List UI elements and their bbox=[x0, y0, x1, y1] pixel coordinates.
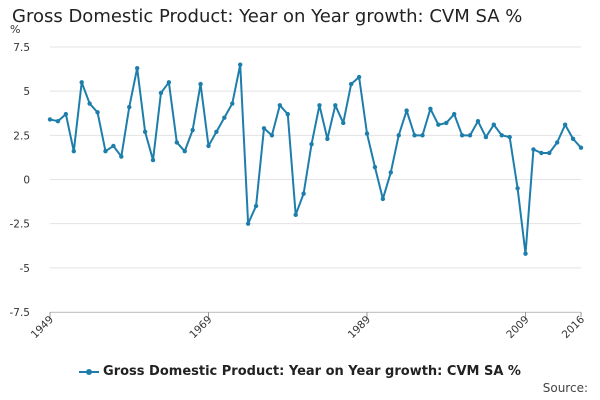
legend-line-marker-icon bbox=[79, 367, 100, 377]
x-tick-label: 1989 bbox=[346, 314, 373, 341]
series-line bbox=[49, 63, 582, 255]
data-point bbox=[309, 141, 314, 147]
data-point bbox=[253, 203, 259, 209]
data-point bbox=[539, 150, 544, 156]
data-point bbox=[444, 120, 449, 126]
data-point bbox=[87, 101, 92, 106]
data-point bbox=[301, 191, 306, 196]
y-tick-label: -7.5 bbox=[10, 307, 31, 319]
data-point bbox=[119, 154, 124, 159]
data-point bbox=[127, 104, 132, 110]
data-point bbox=[190, 127, 195, 133]
data-point bbox=[499, 133, 504, 138]
data-point bbox=[388, 170, 393, 175]
y-tick-label: 0 bbox=[23, 175, 30, 187]
data-point bbox=[436, 122, 441, 127]
data-point bbox=[515, 186, 520, 191]
data-point bbox=[206, 143, 211, 149]
y-tick-label: 5 bbox=[23, 86, 30, 98]
chart-title: Gross Domestic Product: Year on Year gro… bbox=[12, 6, 523, 27]
data-point bbox=[507, 134, 512, 140]
data-point bbox=[222, 115, 227, 120]
data-point bbox=[341, 120, 346, 126]
x-tick-label: 2016 bbox=[560, 313, 588, 341]
data-point bbox=[483, 134, 489, 140]
data-point bbox=[547, 150, 552, 156]
data-point bbox=[364, 131, 370, 136]
data-point bbox=[166, 80, 172, 85]
data-point bbox=[150, 157, 156, 163]
data-point bbox=[325, 136, 330, 142]
data-point bbox=[333, 103, 338, 108]
data-point bbox=[134, 66, 140, 71]
data-point bbox=[269, 133, 275, 138]
data-point bbox=[380, 196, 386, 202]
data-point bbox=[63, 111, 69, 117]
data-point bbox=[570, 136, 576, 142]
data-point bbox=[182, 149, 187, 154]
data-point bbox=[404, 108, 409, 113]
data-point bbox=[158, 90, 164, 96]
data-point bbox=[555, 140, 560, 145]
data-point bbox=[317, 103, 322, 108]
data-point bbox=[142, 129, 148, 134]
data-point bbox=[428, 106, 433, 112]
data-point bbox=[261, 126, 267, 131]
data-point bbox=[79, 80, 84, 85]
data-point bbox=[475, 119, 481, 124]
x-tick-label: 1969 bbox=[187, 314, 214, 341]
data-point bbox=[111, 143, 116, 149]
data-point bbox=[293, 212, 298, 218]
data-point bbox=[412, 133, 417, 138]
data-point bbox=[277, 103, 283, 108]
y-tick-label: -5 bbox=[20, 263, 30, 275]
data-point bbox=[451, 111, 457, 117]
source-label: Source: bbox=[542, 381, 588, 395]
data-point bbox=[174, 140, 180, 145]
data-point bbox=[420, 133, 425, 138]
data-point bbox=[230, 101, 235, 106]
x-tick-label: 2009 bbox=[504, 314, 531, 341]
y-tick-label: -2.5 bbox=[10, 219, 31, 231]
data-point bbox=[459, 133, 465, 138]
data-point bbox=[372, 164, 378, 170]
data-point bbox=[238, 62, 243, 67]
y-tick-label: 7.5 bbox=[13, 42, 30, 54]
data-point bbox=[396, 133, 401, 138]
data-point bbox=[47, 117, 53, 122]
data-point bbox=[198, 81, 203, 87]
y-tick-label: 2.5 bbox=[13, 130, 30, 142]
data-point bbox=[348, 81, 354, 87]
data-point bbox=[467, 133, 473, 138]
data-point bbox=[523, 251, 528, 256]
data-point bbox=[356, 74, 362, 80]
data-point bbox=[531, 147, 536, 152]
data-point bbox=[214, 129, 219, 134]
legend[interactable]: Gross Domestic Product: Year on Year gro… bbox=[0, 364, 600, 379]
data-point bbox=[55, 119, 61, 124]
legend-label: Gross Domestic Product: Year on Year gro… bbox=[103, 364, 521, 379]
data-point bbox=[103, 149, 108, 154]
data-point bbox=[285, 111, 290, 117]
data-point bbox=[245, 221, 251, 226]
y-axis-unit-label: % bbox=[10, 23, 20, 36]
data-point bbox=[491, 122, 497, 127]
data-point bbox=[578, 145, 584, 150]
x-tick-label: 1949 bbox=[29, 314, 56, 341]
data-point bbox=[562, 122, 568, 127]
data-point bbox=[71, 149, 76, 154]
data-point bbox=[95, 110, 100, 115]
